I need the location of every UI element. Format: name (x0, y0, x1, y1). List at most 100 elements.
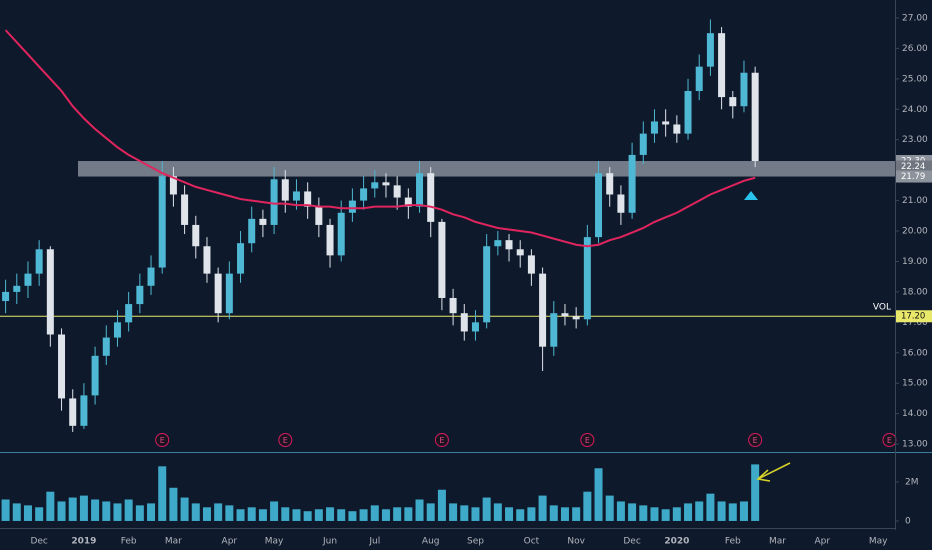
candle-body (125, 304, 133, 323)
volume-bar (1, 499, 10, 521)
volume-bar (482, 497, 491, 521)
x-tick-label: 2019 (71, 537, 96, 547)
y-tick-label: 16.00 (902, 348, 928, 358)
price-tag (896, 160, 932, 173)
candle-body (2, 291, 10, 302)
volume-bar (672, 507, 681, 521)
x-tick-label: May (869, 537, 888, 547)
volume-bar (102, 501, 111, 521)
volume-bar (35, 507, 44, 521)
volume-bar (191, 503, 200, 521)
volume-bar (124, 499, 133, 521)
event-marker (580, 433, 595, 447)
candle-body (248, 218, 256, 244)
candle-body (136, 285, 144, 305)
x-tick-label: Mar (165, 537, 182, 547)
x-tick-label: Jul (368, 537, 380, 547)
y-tick-label: 21.00 (902, 196, 928, 206)
candle-body (471, 322, 479, 332)
candle-body (259, 218, 267, 225)
candle-body (203, 246, 211, 274)
candle-body (662, 121, 670, 125)
volume-bar (46, 491, 55, 521)
candle-body (416, 173, 424, 207)
event-label: E (585, 436, 590, 445)
volume-bar (370, 505, 379, 521)
candle-body (304, 191, 312, 207)
volume-bar (505, 507, 514, 521)
candle-body (337, 212, 345, 256)
candle-body (13, 285, 21, 292)
price-tag-label: 17.20 (901, 312, 925, 322)
volume-bar (169, 487, 178, 521)
candle-body (69, 398, 77, 426)
candle-body (181, 194, 189, 225)
volume-bar (695, 501, 704, 521)
y-tick-label: 19.00 (902, 257, 928, 267)
candle-body (460, 313, 468, 332)
x-tick-label: Jun (322, 537, 337, 547)
volume-bar (639, 505, 648, 521)
candle-body (270, 179, 278, 225)
candle-body (214, 273, 222, 314)
candle-body (516, 249, 524, 256)
candle-body (673, 124, 681, 134)
x-tick-label: Mar (769, 537, 786, 547)
volume-bar (583, 491, 592, 521)
y-tick-label: 14.00 (902, 409, 928, 419)
volume-tick-label: 0 (905, 516, 911, 526)
marks (1, 19, 760, 521)
candle-body (505, 240, 513, 250)
candle-body (483, 246, 491, 323)
volume-bar (348, 511, 357, 521)
candle-body (684, 91, 692, 134)
candle-body (24, 273, 32, 286)
volume-bar (147, 503, 156, 521)
volume-bar (202, 507, 211, 521)
event-marker (748, 433, 763, 447)
x-tick-label: May (265, 537, 284, 547)
candle-body (237, 243, 245, 274)
candle-body (225, 273, 233, 314)
volume-bar (113, 503, 122, 521)
volume-bar (728, 503, 737, 521)
volume-bar (605, 495, 614, 521)
volume-bar (684, 503, 693, 521)
candle-body (539, 273, 547, 347)
grid: 13.00 14.00 15.00 16.00 17.00 18.00 19.00 20.00… (30, 13, 928, 546)
x-tick-label: Apr (814, 537, 830, 547)
volume-bar (594, 468, 603, 521)
price-tag-label: 21.79 (901, 172, 925, 182)
volume-tick-label: 2M (905, 477, 919, 487)
event-marker (155, 433, 170, 447)
candle-body (326, 224, 334, 256)
candle-body (281, 179, 289, 201)
volume-bar (180, 497, 189, 521)
moving-average (4, 29, 756, 248)
candle-body (348, 200, 356, 213)
candle-body (382, 182, 390, 186)
candle-body (292, 191, 300, 201)
annotation-arrow (756, 462, 791, 482)
price-tag (896, 170, 932, 183)
candle-body (427, 173, 435, 222)
event-label: E (283, 436, 288, 445)
candle-body (527, 255, 535, 274)
volume-bar (359, 509, 368, 521)
event-label: E (439, 436, 444, 445)
zone (0, 161, 895, 317)
y-tick-label: 18.00 (902, 287, 928, 297)
y-tick-label: 23.00 (902, 135, 928, 145)
candle-body (606, 173, 614, 195)
volume-bar (751, 464, 760, 521)
volume-bar (91, 499, 100, 521)
volume-bar (68, 497, 77, 521)
volume-bar (281, 507, 290, 521)
x-tick-label: Oct (524, 537, 540, 547)
volume-bar (337, 509, 346, 521)
y-tick-label: 15.00 (902, 379, 928, 389)
y-tick-label: 13.00 (902, 440, 928, 450)
